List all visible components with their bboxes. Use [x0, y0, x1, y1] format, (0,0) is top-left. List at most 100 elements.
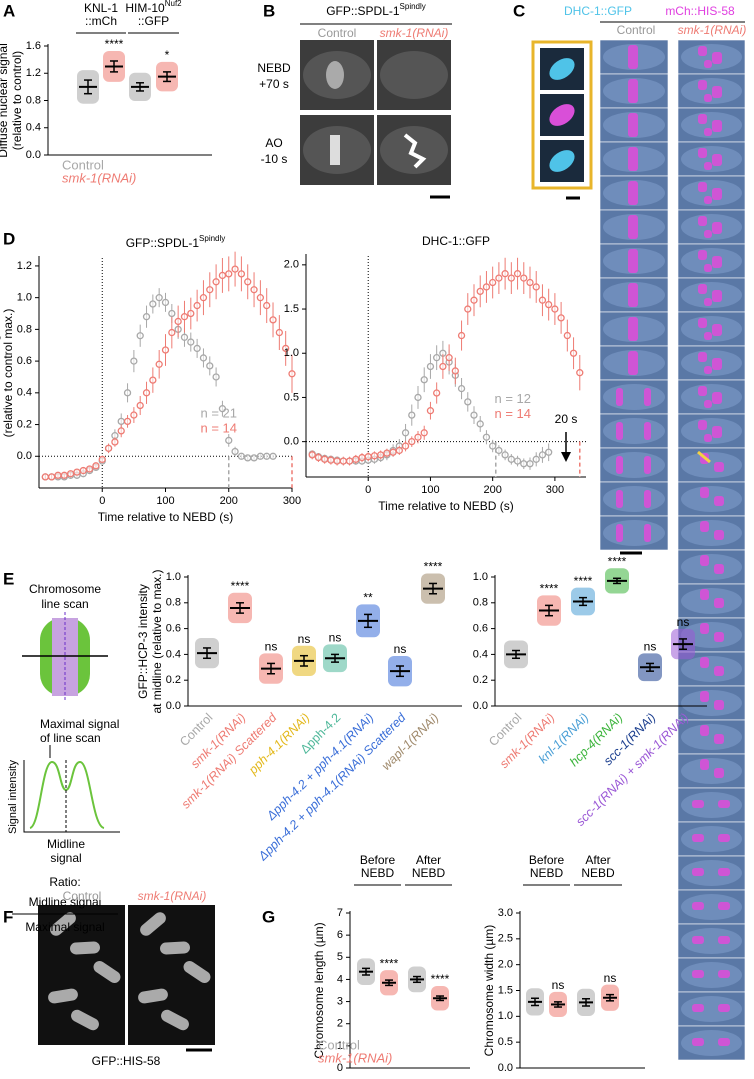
chromosome [700, 657, 709, 668]
group-label: After [585, 853, 610, 867]
point [225, 436, 233, 445]
point [92, 462, 100, 470]
inset-box [531, 40, 593, 190]
chromosome [698, 420, 707, 430]
cell [603, 418, 665, 444]
axis-label: Signal intensity [7, 760, 19, 834]
schematic-label: of line scan [40, 731, 101, 745]
point [339, 457, 347, 465]
chromosome [700, 759, 709, 770]
cell [681, 894, 742, 920]
point [206, 286, 214, 294]
chromosome [714, 768, 724, 778]
group-label-text: Before [360, 853, 396, 867]
chromosome [692, 970, 704, 978]
point [136, 332, 144, 340]
cell [603, 452, 665, 478]
cell [681, 180, 742, 206]
title: GFP::SPDL-1 [326, 4, 400, 18]
point [327, 456, 335, 464]
point [457, 331, 466, 340]
point [256, 294, 265, 302]
significance: ns [329, 631, 342, 645]
ratio-denominator: Maximal signal [25, 920, 104, 934]
point [123, 389, 132, 397]
point [149, 376, 157, 384]
point [507, 455, 515, 463]
point [482, 283, 491, 291]
chromosome [698, 216, 707, 226]
chromosome [712, 120, 722, 132]
point [383, 449, 391, 457]
point [364, 453, 372, 461]
y-tick-label: 0.4 [17, 387, 32, 399]
point [377, 451, 385, 459]
legend-entry: Control [318, 1037, 360, 1052]
point [256, 452, 265, 460]
group-label: HIM-10Nuf2 [125, 0, 182, 15]
cell [681, 214, 742, 240]
arrow-head [561, 452, 571, 462]
channel-label: DHC-1::GFP [564, 4, 632, 18]
chromosome [704, 264, 712, 272]
group-label: NEBD [361, 866, 395, 880]
chromosome [628, 215, 638, 239]
x-tick-label: 300 [283, 495, 301, 507]
chromosome [644, 490, 651, 508]
panel-letter: A [3, 1, 15, 20]
panel-letter: G [262, 907, 275, 926]
chromosome [718, 902, 730, 910]
chromosome [698, 46, 707, 56]
point [526, 460, 534, 468]
point [180, 333, 189, 341]
chromosome [48, 988, 78, 1004]
cell [681, 588, 742, 614]
chromosome [698, 284, 707, 294]
chromosome [698, 352, 707, 362]
x-tick-label: 100 [156, 495, 174, 507]
point [193, 301, 201, 310]
group-label: KNL-1 [84, 1, 118, 15]
cell [681, 316, 742, 342]
point [48, 473, 56, 481]
significance: **** [574, 574, 593, 588]
point [445, 354, 453, 362]
cell [603, 486, 665, 512]
x-tick-label: 200 [483, 484, 501, 496]
legend-entry: smk-1(RNAi) [318, 1050, 392, 1065]
significance: ns [644, 640, 657, 654]
point [426, 362, 435, 371]
significance: ns [394, 642, 407, 656]
plot-axes [23, 760, 120, 833]
chromosome [714, 564, 724, 574]
chromosome [644, 456, 651, 474]
group-label-text: ::mCh [85, 14, 117, 28]
chromosome [628, 351, 638, 375]
significance: ns [265, 640, 278, 654]
point [244, 454, 252, 462]
n-label: n = 14 [200, 421, 237, 436]
chromosome [704, 298, 712, 306]
chromosome [140, 912, 166, 936]
point [501, 270, 509, 278]
group-label: ::GFP [138, 14, 169, 28]
point [104, 444, 113, 452]
group-label: After [416, 853, 441, 867]
y-axis-label: (relative to control max.) [1, 309, 15, 438]
point [545, 300, 553, 309]
y-tick-label: 2.5 [498, 933, 513, 945]
y-tick-label: 5 [337, 951, 343, 963]
point [464, 398, 472, 406]
point [149, 300, 157, 308]
group-label-text: KNL-1 [84, 1, 118, 15]
cell [681, 1030, 742, 1056]
y-tick-label: 0.0 [26, 149, 41, 161]
signal [403, 133, 427, 169]
point [66, 470, 75, 478]
chromosome [712, 358, 722, 370]
cell [681, 860, 742, 886]
point [420, 429, 428, 437]
row-label: AO [265, 136, 282, 150]
cell [681, 44, 742, 70]
point [495, 446, 503, 455]
